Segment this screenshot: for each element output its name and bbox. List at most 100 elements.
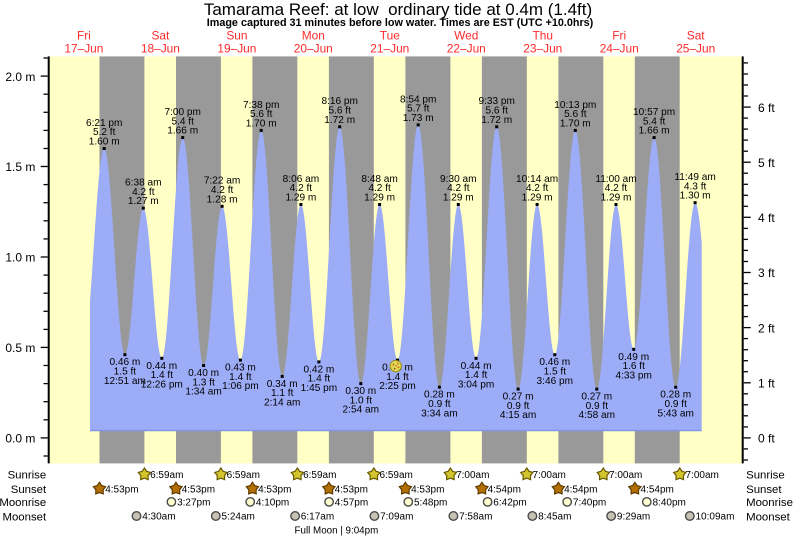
svg-text:Sat: Sat [687,29,706,43]
svg-text:4:53pm: 4:53pm [258,484,291,495]
svg-text:1.3 ft: 1.3 ft [192,377,215,388]
svg-text:Sunset: Sunset [11,484,47,496]
svg-text:3:27pm: 3:27pm [177,498,210,509]
svg-text:20–Jun: 20–Jun [294,41,333,55]
svg-text:24–Jun: 24–Jun [600,41,639,55]
svg-text:0.43 m: 0.43 m [225,363,256,374]
svg-text:11:49 am: 11:49 am [674,172,715,183]
svg-text:22–Jun: 22–Jun [447,41,486,55]
svg-text:4.2 ft: 4.2 ft [290,183,313,194]
svg-text:0.9 ft: 0.9 ft [428,399,451,410]
svg-text:3 ft: 3 ft [758,266,775,280]
svg-text:7:00am: 7:00am [456,470,489,481]
svg-text:4:54pm: 4:54pm [641,484,674,495]
svg-text:17–Jun: 17–Jun [64,41,103,55]
svg-text:7:38 pm: 7:38 pm [243,100,279,111]
svg-text:1.73 m: 1.73 m [403,113,434,124]
svg-text:1.30 m: 1.30 m [680,191,711,202]
svg-text:0.9 ft: 0.9 ft [507,401,530,412]
svg-text:Moonrise: Moonrise [0,497,46,509]
svg-text:1:45 pm: 1:45 pm [301,383,337,394]
svg-text:7:09am: 7:09am [380,512,413,523]
svg-text:10:57 pm: 10:57 pm [633,107,675,118]
svg-text:1.1 ft: 1.1 ft [271,388,294,399]
svg-text:12:51 am: 12:51 am [104,376,146,387]
svg-text:23–Jun: 23–Jun [523,41,562,55]
svg-text:1.5 ft: 1.5 ft [114,367,137,378]
svg-text:0.42 m: 0.42 m [303,364,334,375]
svg-text:4:53pm: 4:53pm [335,484,368,495]
svg-text:1.4 ft: 1.4 ft [151,370,174,381]
svg-text:6 ft: 6 ft [758,101,775,115]
svg-text:4:54pm: 4:54pm [564,484,597,495]
svg-text:5.4 ft: 5.4 ft [643,116,666,127]
svg-text:7:00am: 7:00am [686,470,719,481]
svg-text:0.46 m: 0.46 m [539,357,570,368]
svg-text:1.6 ft: 1.6 ft [622,361,645,372]
svg-text:12:26 pm: 12:26 pm [141,379,183,390]
svg-text:1.29 m: 1.29 m [522,193,553,204]
svg-text:0.9 ft: 0.9 ft [664,399,687,410]
svg-text:0.5 m: 0.5 m [5,341,35,355]
svg-text:4.2 ft: 4.2 ft [368,183,391,194]
svg-text:1.4 ft: 1.4 ft [386,372,409,383]
svg-text:1.5 ft: 1.5 ft [544,367,567,378]
svg-text:3:04 pm: 3:04 pm [458,379,494,390]
svg-text:8:48 am: 8:48 am [361,174,397,185]
svg-text:1:34 am: 1:34 am [185,387,221,398]
svg-text:5.4 ft: 5.4 ft [171,116,194,127]
svg-text:6:17am: 6:17am [301,512,334,523]
svg-text:Sunset: Sunset [746,484,782,496]
svg-text:Tamarama Reef: at low ordinar: Tamarama Reef: at low ordinary tide at 0… [204,0,592,19]
svg-text:1.29 m: 1.29 m [601,193,632,204]
svg-text:5:48pm: 5:48pm [414,498,447,509]
svg-text:Mon: Mon [302,29,325,43]
svg-text:8:45am: 8:45am [538,512,571,523]
svg-text:Fri: Fri [612,29,626,43]
svg-text:5.6 ft: 5.6 ft [328,106,351,117]
svg-text:5:43 am: 5:43 am [657,408,693,419]
svg-text:0.30 m: 0.30 m [345,386,376,397]
svg-text:Fri: Fri [77,29,91,43]
svg-text:0.28 m: 0.28 m [424,390,455,401]
svg-text:4:53pm: 4:53pm [105,484,138,495]
svg-text:0.28 m: 0.28 m [660,390,691,401]
svg-text:2.0 m: 2.0 m [5,70,35,84]
svg-text:3:34 am: 3:34 am [421,408,457,419]
svg-text:1.4 ft: 1.4 ft [308,374,331,385]
svg-text:0.44 m: 0.44 m [146,361,177,372]
svg-text:10:14 am: 10:14 am [516,174,558,185]
svg-text:9:33 pm: 9:33 pm [478,96,514,107]
svg-text:1.60 m: 1.60 m [89,137,120,148]
svg-text:Sun: Sun [226,29,247,43]
svg-text:0.34 m: 0.34 m [267,379,298,390]
svg-text:7:00 pm: 7:00 pm [164,107,200,118]
svg-text:5.6 ft: 5.6 ft [250,109,273,120]
svg-text:1.72 m: 1.72 m [481,115,512,126]
svg-text:9:29am: 9:29am [617,512,650,523]
svg-text:Tue: Tue [380,29,400,43]
svg-text:4:58 am: 4:58 am [579,410,615,421]
svg-text:1.66 m: 1.66 m [639,126,670,137]
svg-text:2:25 pm: 2:25 pm [379,381,415,392]
svg-text:2:14 am: 2:14 am [264,398,300,409]
svg-text:5.7 ft: 5.7 ft [407,104,430,115]
svg-text:10:09am: 10:09am [696,512,735,523]
svg-text:5.6 ft: 5.6 ft [564,109,587,120]
svg-text:5:24am: 5:24am [222,512,255,523]
svg-text:Full Moon | 9:04pm: Full Moon | 9:04pm [295,526,379,537]
svg-text:8:06 am: 8:06 am [283,174,319,185]
svg-text:6:38 am: 6:38 am [125,178,161,189]
svg-text:4:10pm: 4:10pm [256,498,289,509]
svg-text:7:58am: 7:58am [459,512,492,523]
svg-text:4:54pm: 4:54pm [488,484,521,495]
svg-text:1 ft: 1 ft [758,377,775,391]
svg-text:0.44 m: 0.44 m [461,361,492,372]
svg-text:4.2 ft: 4.2 ft [526,183,549,194]
svg-text:18–Jun: 18–Jun [141,41,180,55]
svg-text:0.9 ft: 0.9 ft [586,401,609,412]
svg-text:1.5 m: 1.5 m [5,160,35,174]
svg-text:0 ft: 0 ft [758,432,775,446]
svg-text:3:46 pm: 3:46 pm [537,376,573,387]
svg-text:2 ft: 2 ft [758,321,775,335]
